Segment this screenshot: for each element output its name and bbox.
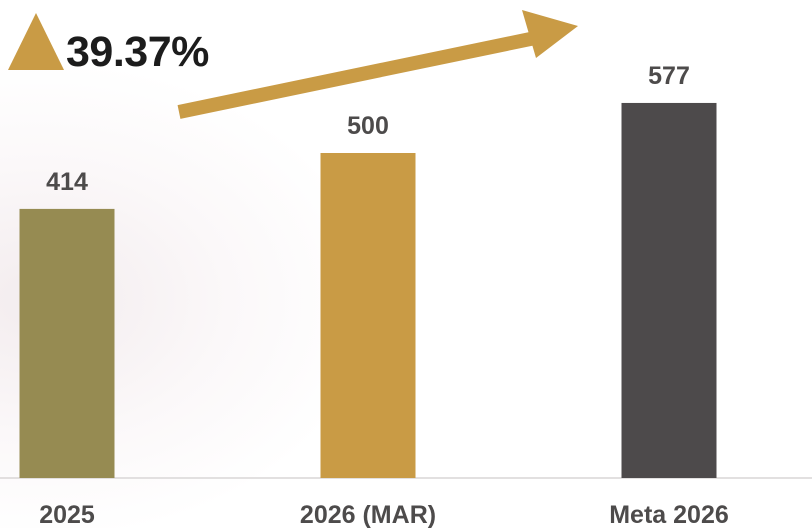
growth-percentage: 39.37%	[66, 28, 209, 76]
trend-arrow-icon	[177, 10, 578, 119]
category-label-0: 2025	[39, 501, 95, 528]
bar-value-label-1: 500	[347, 112, 389, 140]
bar-1	[320, 153, 416, 478]
bar-value-label-0: 414	[46, 168, 88, 196]
category-label-2: Meta 2026	[609, 501, 729, 528]
category-label-1: 2026 (MAR)	[300, 501, 436, 528]
bar-value-label-2: 577	[648, 62, 690, 90]
up-triangle-icon	[8, 13, 64, 70]
bar-0	[19, 208, 115, 478]
bar-2	[621, 102, 717, 478]
